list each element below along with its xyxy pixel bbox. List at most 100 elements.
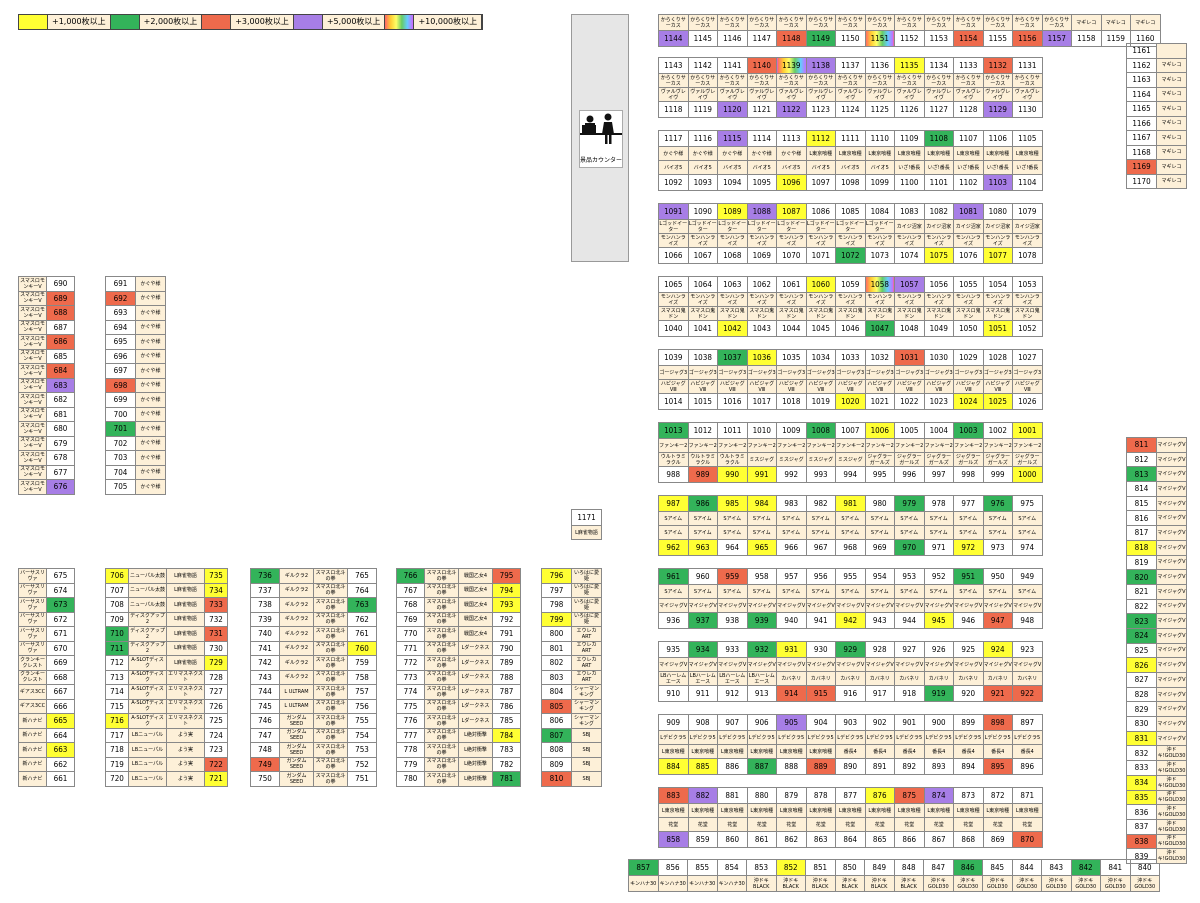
machine-number[interactable]: 792	[492, 611, 521, 627]
machine-number[interactable]: 830	[1126, 716, 1157, 732]
machine-number[interactable]: 997	[923, 466, 954, 483]
machine-number[interactable]: 1049	[923, 320, 954, 337]
machine-number[interactable]: 798	[541, 597, 572, 613]
machine-number[interactable]: 1045	[805, 320, 836, 337]
machine-number[interactable]: 818	[1126, 539, 1157, 556]
machine-number[interactable]: 956	[805, 568, 836, 585]
machine-number[interactable]: 1047	[864, 320, 895, 337]
machine-number[interactable]: 768	[396, 597, 425, 613]
machine-number[interactable]: 748	[250, 742, 280, 758]
machine-number[interactable]: 856	[657, 859, 688, 876]
machine-number[interactable]: 753	[347, 742, 377, 758]
machine-number[interactable]: 704	[105, 464, 136, 480]
machine-number[interactable]: 1162	[1126, 57, 1157, 73]
machine-number[interactable]: 867	[923, 831, 954, 848]
machine-number[interactable]: 822	[1126, 598, 1157, 615]
machine-number[interactable]: 1134	[923, 57, 954, 74]
machine-number[interactable]: 1080	[982, 203, 1013, 220]
machine-number[interactable]: 922	[1012, 685, 1043, 702]
machine-number[interactable]: 887	[746, 758, 777, 775]
machine-number[interactable]: 1020	[835, 393, 866, 410]
machine-number[interactable]: 1121	[746, 101, 777, 118]
machine-number[interactable]: 698	[105, 377, 136, 393]
machine-number[interactable]: 969	[864, 539, 895, 556]
machine-number[interactable]: 793	[492, 597, 521, 613]
machine-number[interactable]: 907	[717, 714, 748, 731]
machine-number[interactable]: 975	[1012, 495, 1043, 512]
machine-number[interactable]: 725	[204, 713, 228, 729]
machine-number[interactable]: 1031	[894, 349, 925, 366]
machine-number[interactable]: 749	[250, 756, 280, 772]
machine-number[interactable]: 1138	[805, 57, 836, 74]
machine-number[interactable]: 881	[717, 787, 748, 804]
machine-number[interactable]: 705	[105, 479, 136, 495]
machine-number[interactable]: 1069	[746, 247, 777, 264]
machine-number[interactable]: 998	[953, 466, 984, 483]
machine-number[interactable]: 769	[396, 611, 425, 627]
machine-number[interactable]: 1070	[776, 247, 807, 264]
machine-number[interactable]: 787	[492, 684, 521, 700]
machine-number[interactable]: 991	[746, 466, 777, 483]
machine-number[interactable]: 1154	[953, 30, 984, 47]
machine-number[interactable]: 1159	[1100, 30, 1131, 47]
machine-number[interactable]: 737	[250, 582, 280, 598]
machine-number[interactable]: 1112	[805, 130, 836, 147]
machine-number[interactable]: 796	[541, 568, 572, 584]
machine-number[interactable]: 786	[492, 698, 521, 714]
machine-number[interactable]: 766	[396, 568, 425, 584]
machine-number[interactable]: 703	[105, 450, 136, 466]
machine-number[interactable]: 1057	[894, 276, 925, 293]
machine-number[interactable]: 940	[776, 612, 807, 629]
machine-number[interactable]: 871	[1012, 787, 1043, 804]
machine-number[interactable]: 994	[835, 466, 866, 483]
machine-number[interactable]: 884	[658, 758, 689, 775]
machine-number[interactable]: 888	[776, 758, 807, 775]
machine-number[interactable]: 850	[834, 859, 865, 876]
machine-number[interactable]: 1037	[717, 349, 748, 366]
machine-number[interactable]: 716	[105, 713, 129, 729]
machine-number[interactable]: 1006	[864, 422, 895, 439]
machine-number[interactable]: 675	[46, 568, 75, 584]
machine-number[interactable]: 1008	[805, 422, 836, 439]
machine-number[interactable]: 1104	[1012, 174, 1043, 191]
machine-number[interactable]: 1062	[746, 276, 777, 293]
machine-number[interactable]: 1096	[776, 174, 807, 191]
machine-number[interactable]: 770	[396, 626, 425, 642]
machine-number[interactable]: 1073	[864, 247, 895, 264]
machine-number[interactable]: 805	[541, 698, 572, 714]
machine-number[interactable]: 1026	[1012, 393, 1043, 410]
machine-number[interactable]: 701	[105, 421, 136, 437]
machine-number[interactable]: 1014	[658, 393, 689, 410]
machine-number[interactable]: 874	[923, 787, 954, 804]
machine-number[interactable]: 667	[46, 684, 75, 700]
machine-number[interactable]: 757	[347, 684, 377, 700]
machine-number[interactable]: 944	[894, 612, 925, 629]
machine-number[interactable]: 983	[776, 495, 807, 512]
machine-number[interactable]: 706	[105, 568, 129, 584]
machine-number[interactable]: 854	[716, 859, 747, 876]
machine-number[interactable]: 1087	[776, 203, 807, 220]
machine-number[interactable]: 1169	[1126, 159, 1157, 175]
machine-number[interactable]: 735	[204, 568, 228, 584]
machine-number[interactable]: 898	[982, 714, 1013, 731]
machine-number[interactable]: 913	[746, 685, 777, 702]
machine-number[interactable]: 1128	[953, 101, 984, 118]
machine-number[interactable]: 721	[204, 771, 228, 787]
machine-number[interactable]: 833	[1126, 760, 1157, 776]
machine-number[interactable]: 1086	[805, 203, 836, 220]
machine-number[interactable]: 711	[105, 640, 129, 656]
machine-number[interactable]: 724	[204, 727, 228, 743]
machine-number[interactable]: 961	[658, 568, 689, 585]
machine-number[interactable]: 979	[894, 495, 925, 512]
machine-number[interactable]: 894	[953, 758, 984, 775]
machine-number[interactable]: 732	[204, 611, 228, 627]
machine-number[interactable]: 910	[658, 685, 689, 702]
machine-number[interactable]: 740	[250, 626, 280, 642]
machine-number[interactable]: 1002	[982, 422, 1013, 439]
machine-number[interactable]: 938	[717, 612, 748, 629]
machine-number[interactable]: 1028	[982, 349, 1013, 366]
machine-number[interactable]: 1135	[894, 57, 925, 74]
machine-number[interactable]: 691	[105, 276, 136, 292]
machine-number[interactable]: 977	[953, 495, 984, 512]
machine-number[interactable]: 1131	[1012, 57, 1043, 74]
